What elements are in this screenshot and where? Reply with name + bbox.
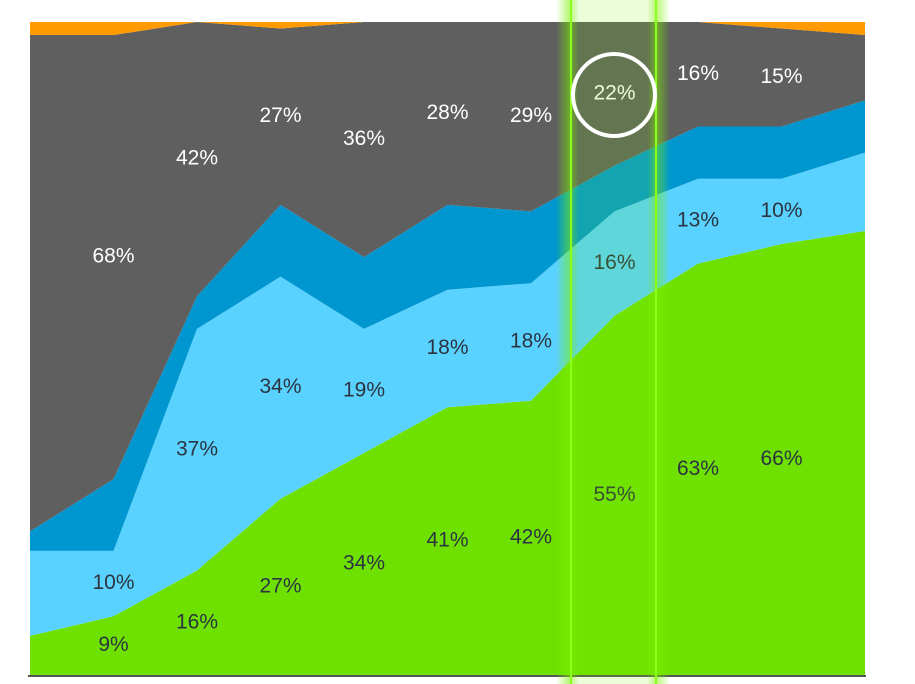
data-label: 37% [176,437,218,460]
data-label: 13% [677,209,719,232]
data-label: 42% [176,147,218,170]
data-label: 27% [259,574,301,597]
area [30,22,865,532]
data-label: 36% [343,127,385,150]
area [30,100,865,551]
area [30,22,865,36]
data-label: 10% [760,199,802,222]
data-label: 42% [510,525,552,548]
data-label: 28% [426,101,468,124]
data-label: 16% [677,62,719,85]
highlight-circle [571,52,657,138]
data-label: 66% [760,447,802,470]
data-label: 18% [426,336,468,359]
data-label: 27% [259,104,301,127]
highlight-column [556,0,670,684]
data-label: 29% [510,104,552,127]
data-label: 63% [677,457,719,480]
data-label: 15% [760,65,802,88]
data-label: 34% [259,375,301,398]
data-label: 10% [92,571,134,594]
data-label: 68% [92,245,134,268]
value-labels: 9%16%27%34%41%42%55%63%66%10%37%34%19%18… [92,62,802,656]
data-label: 9% [98,633,128,656]
data-label: 18% [510,330,552,353]
data-label: 41% [426,529,468,552]
data-label: 34% [343,552,385,575]
data-label: 19% [343,378,385,401]
data-label: 16% [176,610,218,633]
